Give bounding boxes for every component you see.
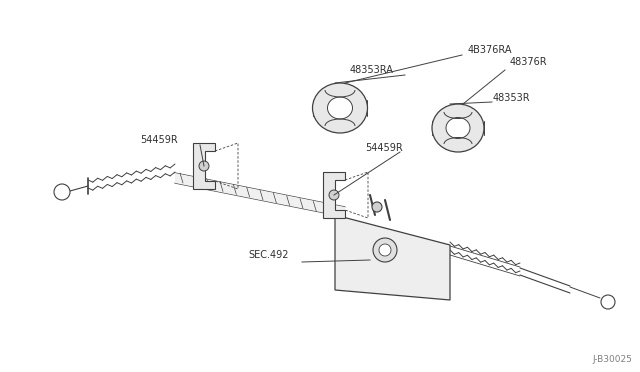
Text: 48353R: 48353R <box>493 93 531 103</box>
Circle shape <box>329 190 339 200</box>
Circle shape <box>199 161 209 171</box>
Polygon shape <box>335 215 450 300</box>
Text: 54459R: 54459R <box>365 143 403 153</box>
Circle shape <box>601 295 615 309</box>
Text: 4B376RA: 4B376RA <box>468 45 513 55</box>
Ellipse shape <box>446 118 470 138</box>
Text: 48376R: 48376R <box>510 57 548 67</box>
Polygon shape <box>323 172 345 218</box>
Polygon shape <box>175 173 345 217</box>
Text: 48353RA: 48353RA <box>350 65 394 75</box>
Circle shape <box>373 238 397 262</box>
Ellipse shape <box>432 104 484 152</box>
Polygon shape <box>193 143 215 189</box>
Ellipse shape <box>312 83 367 133</box>
Circle shape <box>54 184 70 200</box>
Text: J-B30025: J-B30025 <box>592 355 632 364</box>
Text: SEC.492: SEC.492 <box>248 250 289 260</box>
Circle shape <box>372 202 382 212</box>
Ellipse shape <box>328 97 353 119</box>
Text: 54459R: 54459R <box>140 135 178 145</box>
Circle shape <box>379 244 391 256</box>
